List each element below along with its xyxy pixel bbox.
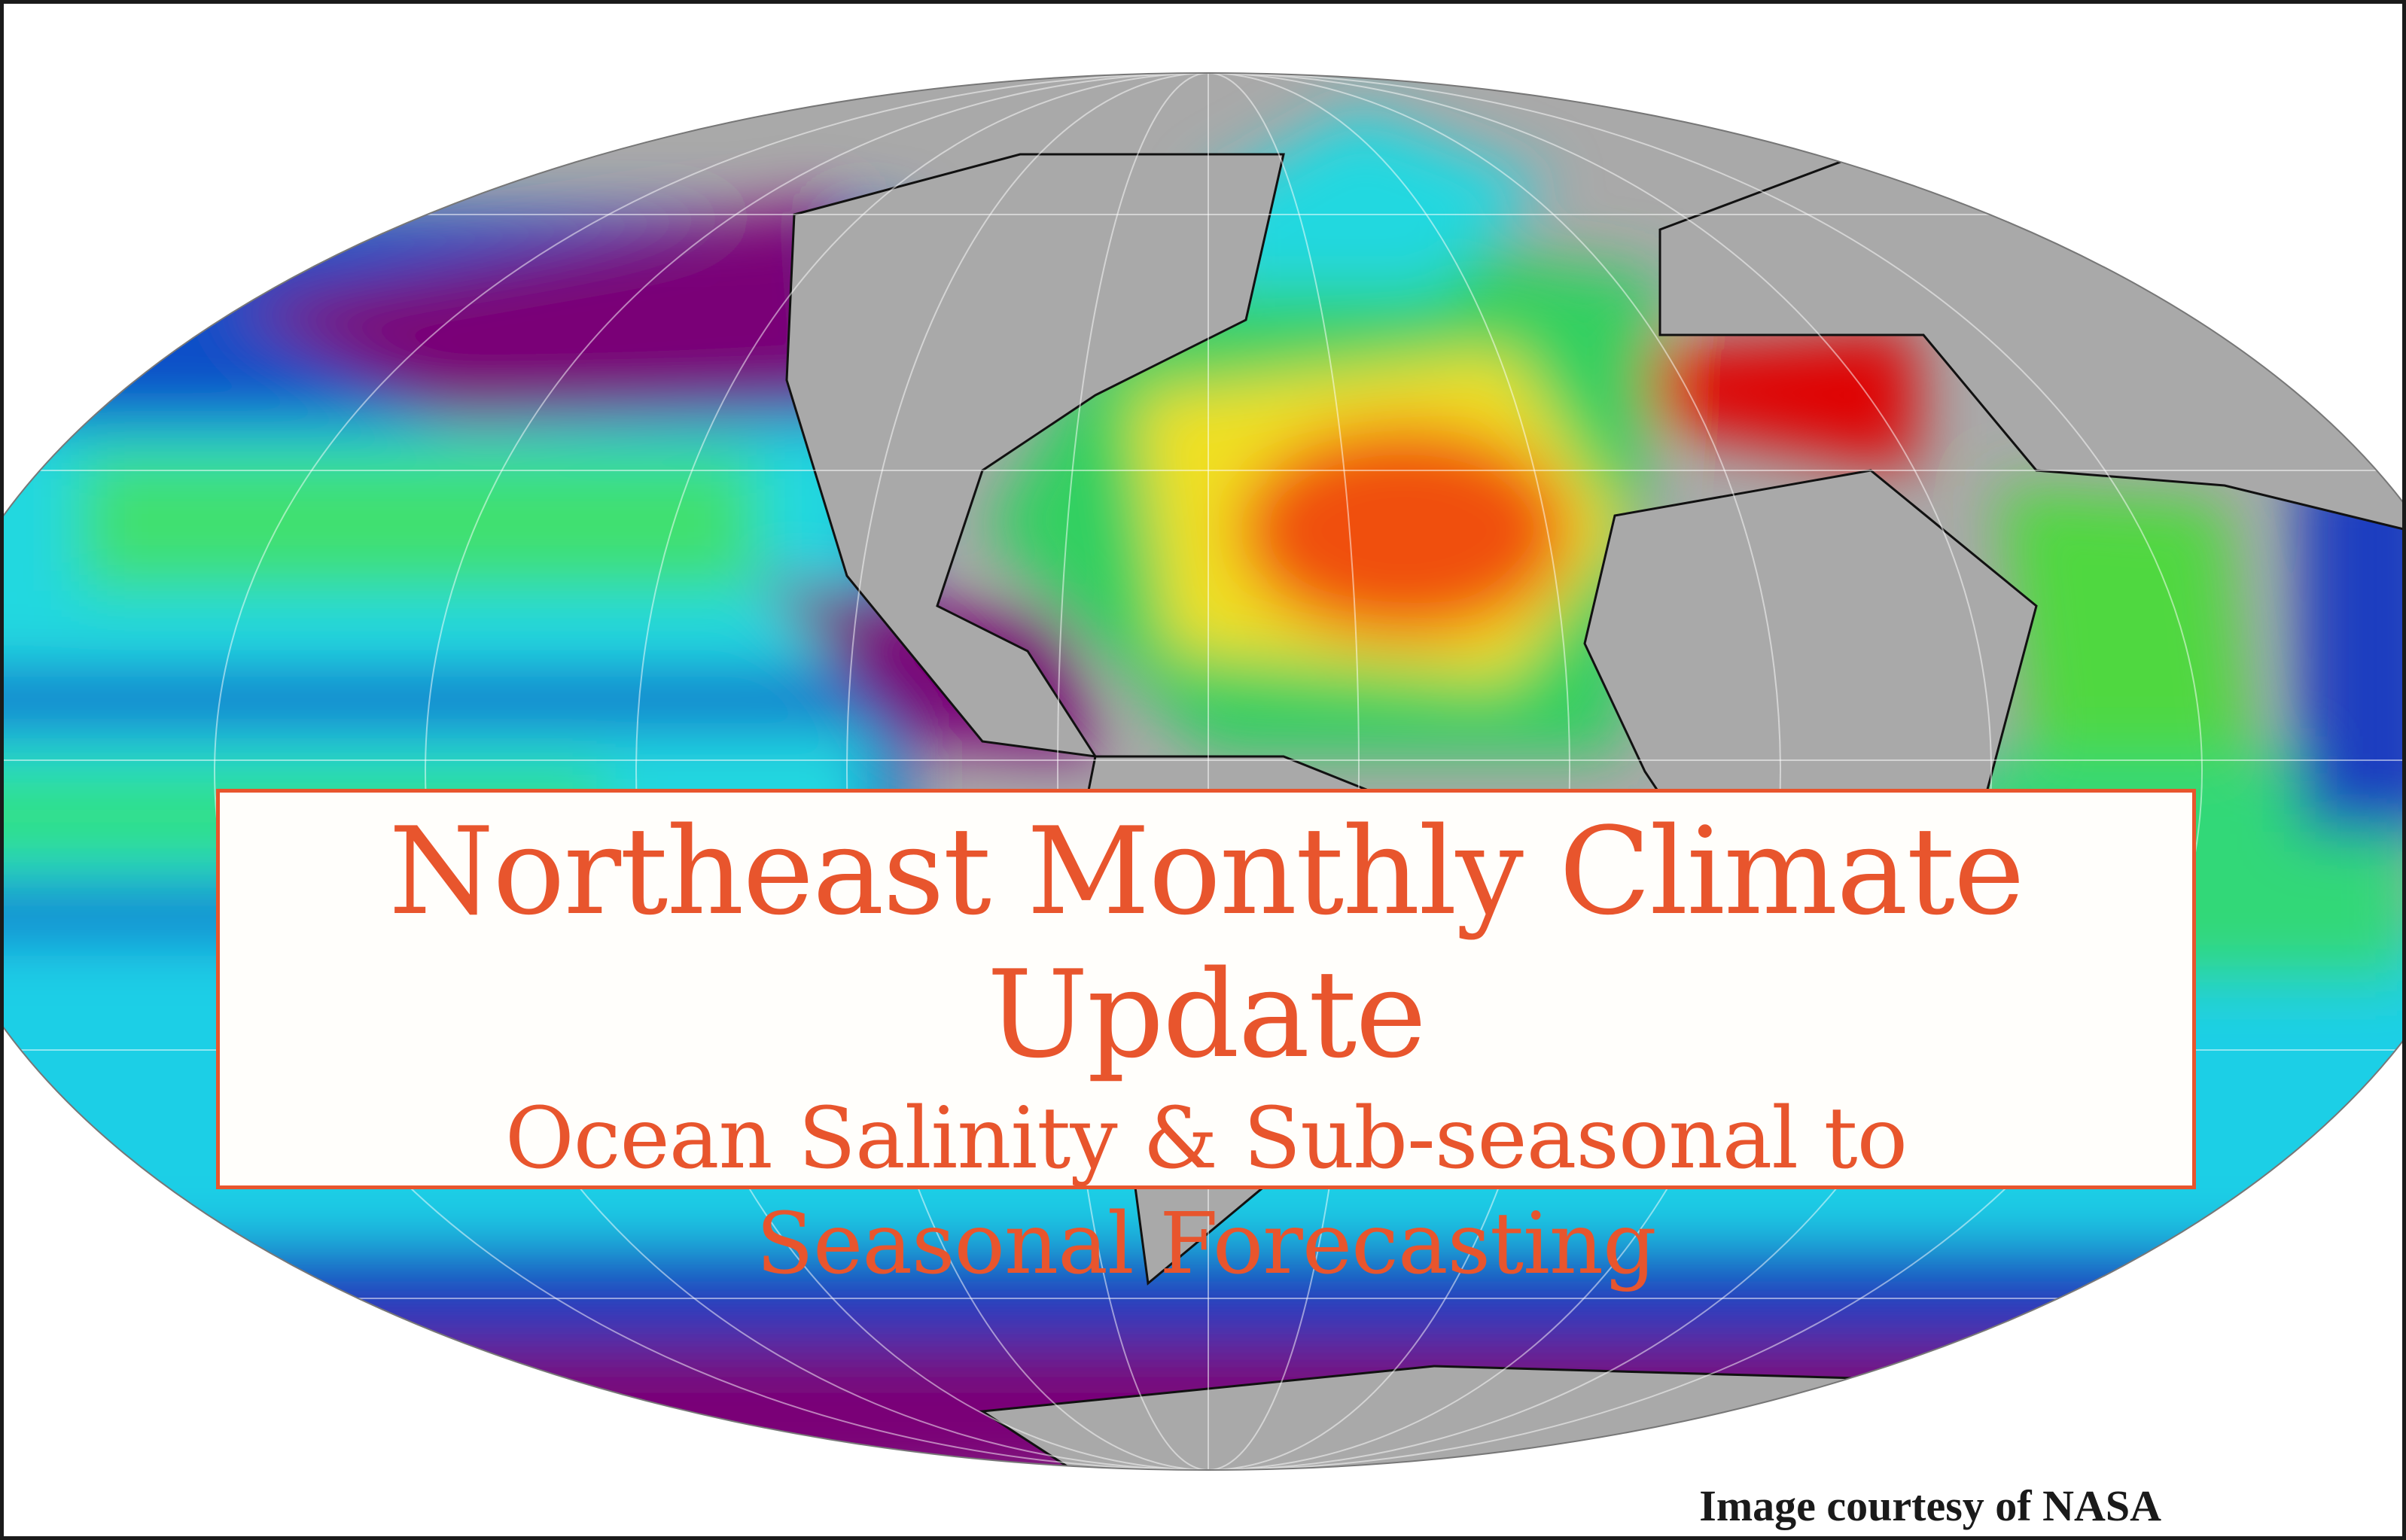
page-title: Northeast Monthly Climate Update	[388, 801, 2024, 1085]
subtitle-line-2: Seasonal Forecasting	[756, 1195, 1656, 1293]
image-credit: Image courtesy of NASA	[1699, 1481, 2161, 1530]
ocean-salinity-map	[4, 72, 2402, 1471]
globe-outline	[4, 72, 2402, 1471]
title-box: Northeast Monthly Climate Update Ocean S…	[216, 789, 2196, 1293]
north-america	[785, 153, 1285, 758]
subtitle-line-1: Ocean Salinity & Sub-seasonal to	[504, 1090, 1908, 1188]
